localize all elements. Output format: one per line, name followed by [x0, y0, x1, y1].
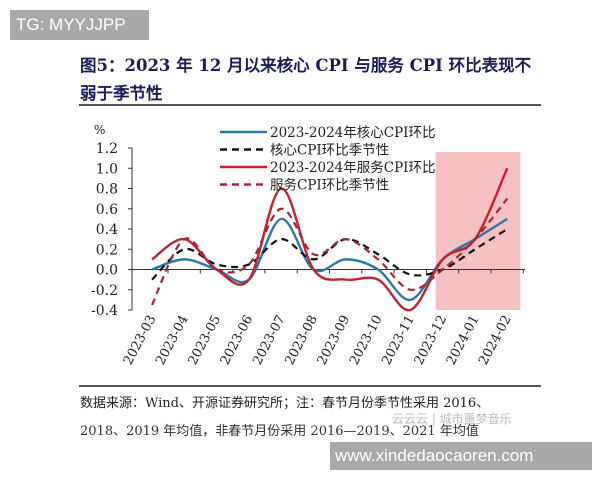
y-tick-label: 1.0 [96, 161, 118, 177]
title-divider [79, 104, 541, 106]
series-line-1 [151, 228, 508, 281]
series-line-3 [151, 197, 509, 306]
faint-watermark: 云云云 | 城市噩梦音乐 [392, 412, 512, 426]
y-tick-label: 0.6 [96, 202, 118, 218]
legend-label-2: 2023-2024年服务CPI环比 [270, 160, 436, 176]
y-tick-label: 0.8 [96, 182, 118, 198]
y-tick-label: 1.2 [96, 141, 118, 157]
y-tick-label: -0.4 [91, 303, 118, 319]
source-note-cont: 2018、2019 年均值，非春节月份采用 2016—2019、2021 年均值 [80, 424, 479, 439]
y-tick-label: 0.0 [96, 263, 118, 279]
y-tick-label: -0.2 [91, 283, 118, 299]
watermark-bottom: www.xindedaocaoren.com [330, 442, 592, 470]
watermark-top: TG: MYYJJPP [10, 10, 149, 40]
highlight-region [435, 152, 521, 310]
legend-label-3: 服务CPI环比季节性 [270, 178, 389, 194]
chart-title-line1: 图5：2023 年 12 月以来核心 CPI 与服务 CPI 环比表现不 [80, 56, 532, 75]
chart-title-line2: 弱于季节性 [80, 84, 163, 103]
x-tick-label: 2024-02 [476, 313, 515, 368]
y-tick-label: 0.4 [96, 222, 118, 238]
y-axis-unit: % [94, 123, 105, 137]
legend-label-0: 2023-2024年核心CPI环比 [270, 125, 436, 141]
y-tick-label: 0.2 [96, 242, 118, 258]
legend-label-1: 核心CPI环比季节性 [270, 143, 389, 159]
source-note: 数据来源：Wind、开源证券研究所；注：春节月份季节性采用 2016、 [80, 396, 490, 411]
footer-divider [79, 385, 541, 387]
